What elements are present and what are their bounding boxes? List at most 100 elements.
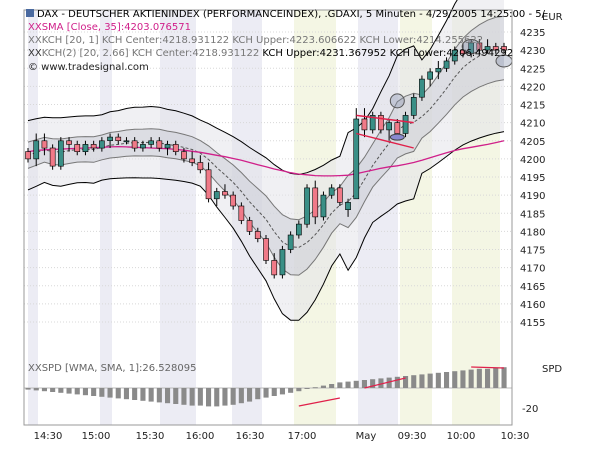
candle-body <box>49 147 56 167</box>
indicator-bar <box>263 388 269 398</box>
candle-body <box>164 144 171 149</box>
indicator-bar <box>115 388 121 399</box>
y-tick-label: 4175 <box>520 246 545 257</box>
indicator-bar <box>222 388 228 406</box>
candle-body <box>131 140 138 149</box>
candle-body <box>492 46 499 51</box>
y-tick-label: 4220 <box>520 82 545 93</box>
indicator-bar <box>386 377 392 388</box>
y-tick-label: 4195 <box>520 173 545 184</box>
indicator-bar <box>206 388 212 407</box>
indicator-bar <box>41 388 47 392</box>
x-tick-label: 10:30 <box>501 431 530 442</box>
kch-upper-outer-line <box>27 0 458 176</box>
session-shade <box>28 10 38 425</box>
indicator-bar <box>123 388 129 400</box>
plot-frame <box>23 9 513 426</box>
currency-label: EUR <box>542 12 563 23</box>
candle-body <box>304 187 310 225</box>
indicator-bar <box>353 380 359 388</box>
indicator-bar <box>296 388 302 392</box>
indicator-bar <box>140 388 146 401</box>
candle-body <box>107 136 113 142</box>
indicator-bar <box>156 388 162 403</box>
indicator-bar <box>411 375 417 388</box>
kch2-legend: ⅩⅩKCH(2) [20, 2.66] KCH Center:4218.9311… <box>28 48 513 60</box>
indicator-bar <box>444 372 450 388</box>
candle-body <box>205 169 212 200</box>
candle-body <box>320 194 327 218</box>
candle-body <box>189 158 196 163</box>
candle-body <box>238 205 245 221</box>
indicator-bar <box>468 369 474 388</box>
indicator-bar <box>33 388 39 391</box>
indicator-bar <box>403 376 409 388</box>
candle-body <box>74 144 81 152</box>
candle-body <box>172 144 179 152</box>
candle-body <box>410 97 417 116</box>
y-tick-label: 4160 <box>520 300 545 311</box>
y-tick-label: 4170 <box>520 264 545 275</box>
candle-body <box>181 151 187 160</box>
chart-title: DAX - DEUTSCHER AKTIENINDEX (PERFORMANCE… <box>26 9 545 21</box>
credit-text: © www.tradesignal.com <box>28 62 149 73</box>
candle-body <box>451 49 458 62</box>
candle-body <box>361 118 368 131</box>
trend-annotation-line <box>356 132 414 149</box>
indicator-legend-text: SPD [WMA, SMA, 1]:26.528095 <box>41 363 197 374</box>
x-tick-label: 15:00 <box>82 431 111 442</box>
candle-body <box>435 68 442 73</box>
indicator-bar <box>25 388 31 390</box>
sma-legend-icon: ⅩⅩ <box>28 22 42 33</box>
indicator-bar <box>82 388 88 396</box>
candle-body <box>263 238 269 261</box>
candle-body <box>419 78 425 98</box>
indicator-bar <box>435 372 441 388</box>
indicator-bar <box>337 382 343 388</box>
x-tick-label: May <box>356 431 377 442</box>
kch-center-line <box>27 47 505 248</box>
indicator-annotation-line <box>364 377 406 389</box>
kch2-legend-text-b: KCH Upper:4231.367952 KCH Lower:4206.494… <box>262 48 514 59</box>
indicator-bar <box>238 388 244 404</box>
indicator-bar <box>320 385 326 388</box>
indicator-bar <box>501 367 507 388</box>
candle-body <box>115 136 122 142</box>
indicator-bar <box>394 376 400 388</box>
highlight-ellipse <box>461 39 481 54</box>
candle-body <box>353 118 360 200</box>
series-marker-icon <box>26 9 34 17</box>
indicator-annotation-line <box>298 397 340 407</box>
candle-body <box>386 122 393 131</box>
x-tick-label: 09:30 <box>398 431 427 442</box>
y-tick-label: 4210 <box>520 119 545 130</box>
candle-body <box>378 115 384 131</box>
kch-inner-band-fill <box>28 16 504 276</box>
indicator-bar <box>74 388 80 395</box>
candle-body <box>41 140 48 149</box>
candle-body <box>140 144 146 149</box>
x-tick-label: 15:30 <box>136 431 165 442</box>
indicator-bar <box>329 384 335 388</box>
indicator-bar <box>427 373 433 388</box>
candle-body <box>427 71 434 80</box>
candle-body <box>271 260 278 276</box>
indicator-bar <box>66 388 72 394</box>
candle-body <box>25 151 31 160</box>
sma-line <box>27 140 505 177</box>
indicator-legend: ⅩⅩSPD [WMA, SMA, 1]:26.528095 <box>28 363 196 375</box>
candle-body <box>501 46 507 51</box>
sma-legend-text: SMA [Close, 35]:4203.076571 <box>41 22 191 33</box>
y-tick-label: 4185 <box>520 209 545 220</box>
indicator-bar <box>460 370 466 388</box>
y-tick-label: 4200 <box>520 155 545 166</box>
indicator-bar <box>312 387 318 389</box>
candle-body <box>279 249 286 276</box>
candle-body <box>254 231 261 239</box>
x-tick-label: 16:30 <box>236 431 265 442</box>
candle-body <box>328 187 335 196</box>
x-tick-label: 14:30 <box>34 431 63 442</box>
indicator-annotation-line <box>471 366 505 369</box>
candle-body <box>336 187 343 203</box>
